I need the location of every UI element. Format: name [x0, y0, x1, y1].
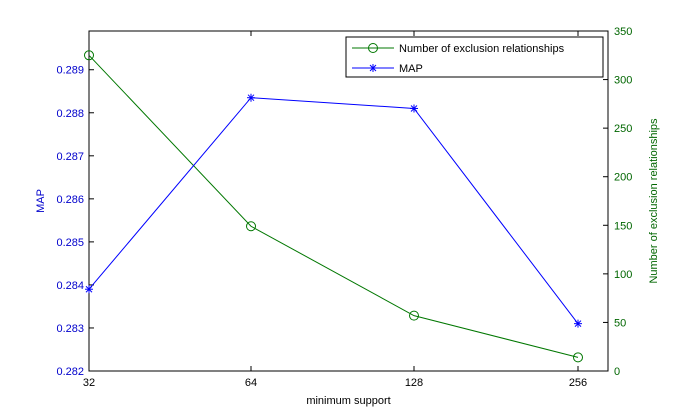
right-tick-label: 150: [614, 220, 632, 232]
left-axis-title: MAP: [35, 189, 47, 213]
right-tick-label: 350: [614, 26, 632, 38]
data-point-exclusions: [84, 50, 94, 61]
legend-label-map: MAP: [399, 63, 423, 75]
left-tick-label: 0.289: [56, 65, 84, 77]
left-tick-label: 0.285: [56, 237, 84, 249]
data-point-map: [410, 104, 418, 113]
data-point-exclusions: [246, 221, 256, 232]
left-tick-label: 0.286: [56, 194, 84, 206]
legend-star-shape: [369, 64, 377, 72]
legend-label-exclusions: Number of exclusion relationships: [399, 43, 565, 55]
data-point-exclusions: [409, 310, 419, 321]
right-tick-label: 100: [614, 269, 632, 281]
data-point-map: [247, 93, 255, 102]
right-axis: 0 50 100 150 200 250 300 350: [603, 26, 632, 378]
left-tick-label: 0.284: [56, 280, 84, 292]
right-tick-label: 0: [614, 366, 620, 378]
x-tick-label: 256: [569, 377, 587, 389]
left-tick-label: 0.282: [56, 366, 84, 378]
series-line-exclusions: [88, 54, 579, 358]
left-tick-label: 0.283: [56, 323, 84, 335]
x-tick-label: 32: [83, 377, 95, 389]
right-tick-label: 250: [614, 123, 632, 135]
left-tick-label: 0.288: [56, 108, 84, 120]
right-tick-label: 300: [614, 75, 632, 87]
right-tick-label: 200: [614, 172, 632, 184]
legend-marker-map: [369, 64, 377, 72]
left-axis: 0.282 0.283 0.284 0.285 0.286 0.287 0.288 0.289: [56, 65, 94, 378]
legend-marker-exclusions: [368, 43, 378, 53]
data-point-exclusions: [573, 352, 583, 363]
data-point-map: [85, 285, 93, 294]
x-axis-title: minimum support: [306, 395, 390, 407]
x-tick-label: 64: [245, 377, 257, 389]
right-tick-label: 50: [614, 317, 626, 329]
series-line-map: [88, 97, 579, 324]
data-point-map: [574, 319, 582, 328]
legend: Number of exclusion relationships MAP: [345, 36, 604, 78]
right-axis-title: Number of exclusion relationships: [648, 118, 660, 284]
x-axis: 32 64 128 256: [83, 31, 587, 389]
legend-box: [345, 36, 604, 78]
series-layer: [84, 50, 583, 363]
plot-area: [88, 30, 609, 372]
x-tick-label: 128: [405, 377, 423, 389]
left-tick-label: 0.287: [56, 151, 84, 163]
